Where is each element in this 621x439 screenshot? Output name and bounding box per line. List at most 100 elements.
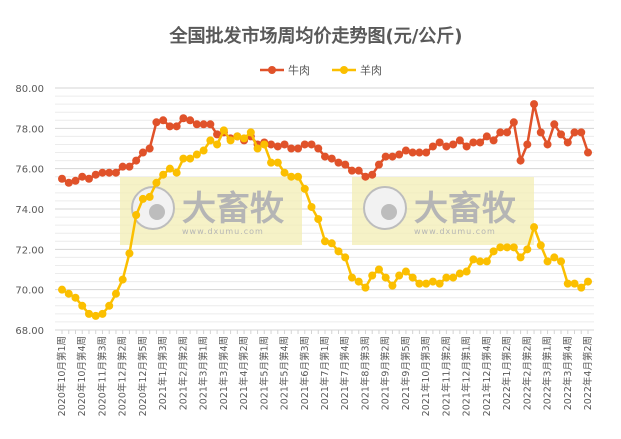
data-point [267, 140, 276, 149]
data-point [287, 172, 296, 181]
data-point [321, 237, 329, 246]
data-point [354, 277, 363, 286]
data-point [415, 279, 424, 288]
data-point [125, 249, 134, 258]
x-axis: 2020年10月第1周 2020年10月第4周 2020年11月第3周 2020年12… [56, 330, 594, 416]
data-point [165, 122, 174, 131]
data-point [496, 243, 505, 252]
data-point [428, 142, 437, 151]
data-point [381, 273, 390, 282]
y-tick-label: 68.00 [15, 326, 44, 337]
data-point [300, 140, 309, 149]
series-line [61, 103, 590, 185]
data-point [557, 257, 566, 266]
data-point [557, 130, 566, 139]
data-point [388, 281, 397, 290]
x-tick-label: 2022年3月第4周 [562, 336, 574, 410]
data-point [469, 138, 478, 147]
data-point [159, 170, 168, 179]
data-point [422, 279, 431, 288]
x-tick-label: 2021年7月第1周 [319, 336, 331, 410]
data-point [354, 166, 363, 175]
data-point [395, 150, 404, 159]
data-point [347, 166, 356, 175]
data-point [577, 128, 586, 137]
watermark-brand: 大畜牧 [182, 189, 285, 229]
data-point [111, 168, 120, 177]
data-point [307, 140, 316, 149]
data-point [516, 156, 525, 165]
data-point [84, 174, 93, 183]
data-point [482, 257, 491, 266]
data-point [435, 138, 444, 147]
data-point [455, 269, 464, 278]
data-point [374, 265, 383, 274]
data-point [577, 283, 586, 292]
x-tick-label: 2021年3月第1周 [198, 336, 210, 410]
data-point [152, 118, 161, 127]
x-tick-label: 2021年2月第2周 [177, 336, 189, 410]
data-point [111, 289, 120, 298]
x-tick-label: 2021年9月第5周 [400, 336, 412, 410]
data-point [422, 148, 431, 157]
data-point [172, 168, 181, 177]
data-point [105, 301, 114, 310]
x-tick-label: 2021年7月第4周 [339, 336, 351, 410]
data-point [428, 277, 437, 286]
data-point [563, 279, 572, 288]
data-point [570, 279, 579, 288]
legend-label: 羊肉 [360, 63, 382, 77]
data-point [442, 273, 451, 282]
data-point [125, 162, 134, 171]
legend-item: 牛肉 [260, 63, 310, 77]
data-point [314, 144, 323, 153]
x-tick-label: 2022年2月第2周 [521, 336, 533, 410]
data-point [550, 120, 559, 129]
data-point [98, 309, 107, 318]
data-point [327, 239, 336, 248]
series-beef [58, 100, 592, 187]
data-point [260, 140, 269, 149]
data-point [388, 152, 397, 161]
data-point [58, 174, 66, 183]
data-point [530, 100, 539, 109]
data-point [570, 128, 579, 137]
data-point [489, 136, 498, 145]
data-point [442, 142, 451, 151]
x-tick-label: 2020年12月第5周 [137, 336, 149, 416]
data-point [381, 152, 390, 161]
data-point [489, 247, 498, 256]
data-point [536, 241, 545, 250]
data-point [253, 144, 262, 153]
data-point [449, 273, 458, 282]
eye-pupil-icon [381, 204, 397, 220]
data-point [267, 158, 276, 167]
data-point [374, 160, 383, 169]
data-point [132, 156, 141, 165]
series-lines [58, 100, 592, 320]
watermark-url: www.dxumu.com [182, 227, 264, 236]
data-point [503, 243, 512, 252]
data-point [233, 132, 242, 141]
data-point [543, 140, 552, 149]
data-point [226, 136, 235, 145]
data-point [476, 138, 485, 147]
x-tick-label: 2021年5月第4周 [279, 336, 291, 410]
x-tick-label: 2022年1月第2周 [501, 336, 513, 410]
y-tick-label: 78.00 [15, 124, 44, 135]
data-point [415, 148, 424, 157]
data-point [523, 245, 532, 254]
data-point [172, 122, 181, 131]
data-point [401, 267, 410, 276]
data-point [523, 140, 532, 149]
data-point [455, 136, 464, 145]
data-point [240, 134, 249, 143]
data-point [105, 168, 114, 177]
data-point [401, 146, 410, 155]
x-tick-label: 2021年6月第3周 [299, 336, 311, 410]
data-point [408, 148, 417, 157]
data-point [462, 142, 471, 151]
